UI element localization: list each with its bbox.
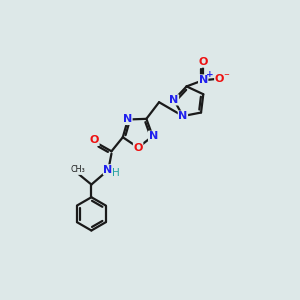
Text: O: O: [199, 57, 208, 67]
Text: O: O: [134, 142, 143, 153]
Text: O: O: [90, 135, 99, 146]
Text: N: N: [199, 75, 208, 85]
Text: N: N: [178, 111, 188, 121]
Text: N: N: [169, 95, 178, 105]
Text: CH₃: CH₃: [70, 166, 85, 175]
Text: ⁻: ⁻: [224, 72, 230, 82]
Text: N: N: [103, 165, 112, 175]
Text: N: N: [123, 115, 132, 124]
Text: N: N: [148, 131, 158, 141]
Text: O: O: [215, 74, 224, 84]
Text: +: +: [206, 70, 214, 80]
Text: H: H: [112, 168, 120, 178]
